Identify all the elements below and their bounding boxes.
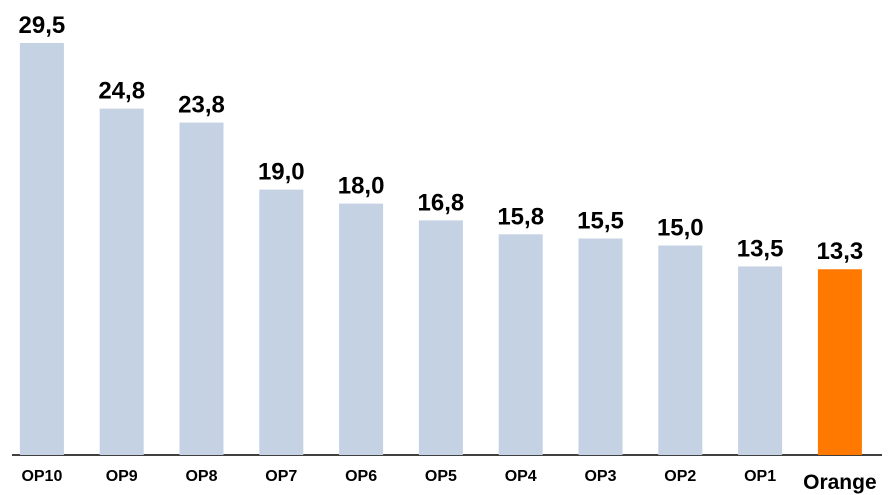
bar xyxy=(418,220,463,455)
value-label: 15,0 xyxy=(657,215,704,242)
bar xyxy=(99,108,144,456)
x-tick-label: OP7 xyxy=(265,468,297,485)
bar xyxy=(738,266,783,455)
bar xyxy=(339,203,384,455)
value-label: 24,8 xyxy=(98,78,145,105)
bar xyxy=(658,245,703,455)
bar xyxy=(498,234,543,455)
bar xyxy=(817,269,862,455)
x-tick-label: OP5 xyxy=(425,468,457,485)
value-label: 18,0 xyxy=(338,173,385,200)
bar xyxy=(179,122,224,456)
x-tick-label: OP10 xyxy=(21,468,62,485)
x-tick-label: OP2 xyxy=(664,468,696,485)
value-label: 15,5 xyxy=(577,208,624,235)
bar xyxy=(578,238,623,455)
x-tick-label: OP8 xyxy=(185,468,217,485)
value-label: 16,8 xyxy=(418,189,465,216)
bar xyxy=(259,189,304,455)
x-tick-label: Orange xyxy=(803,471,877,494)
value-label: 15,8 xyxy=(497,203,544,230)
value-label: 13,3 xyxy=(817,238,864,265)
value-label: 23,8 xyxy=(178,92,225,119)
value-label: 13,5 xyxy=(737,235,784,262)
value-label: 29,5 xyxy=(19,12,66,39)
x-tick-label: OP6 xyxy=(345,468,377,485)
value-label: 19,0 xyxy=(258,159,305,186)
x-tick-label: OP1 xyxy=(744,468,776,485)
bar xyxy=(19,42,64,455)
x-tick-label: OP4 xyxy=(505,468,537,485)
x-tick-label: OP3 xyxy=(584,468,616,485)
x-tick-label: OP9 xyxy=(106,468,138,485)
